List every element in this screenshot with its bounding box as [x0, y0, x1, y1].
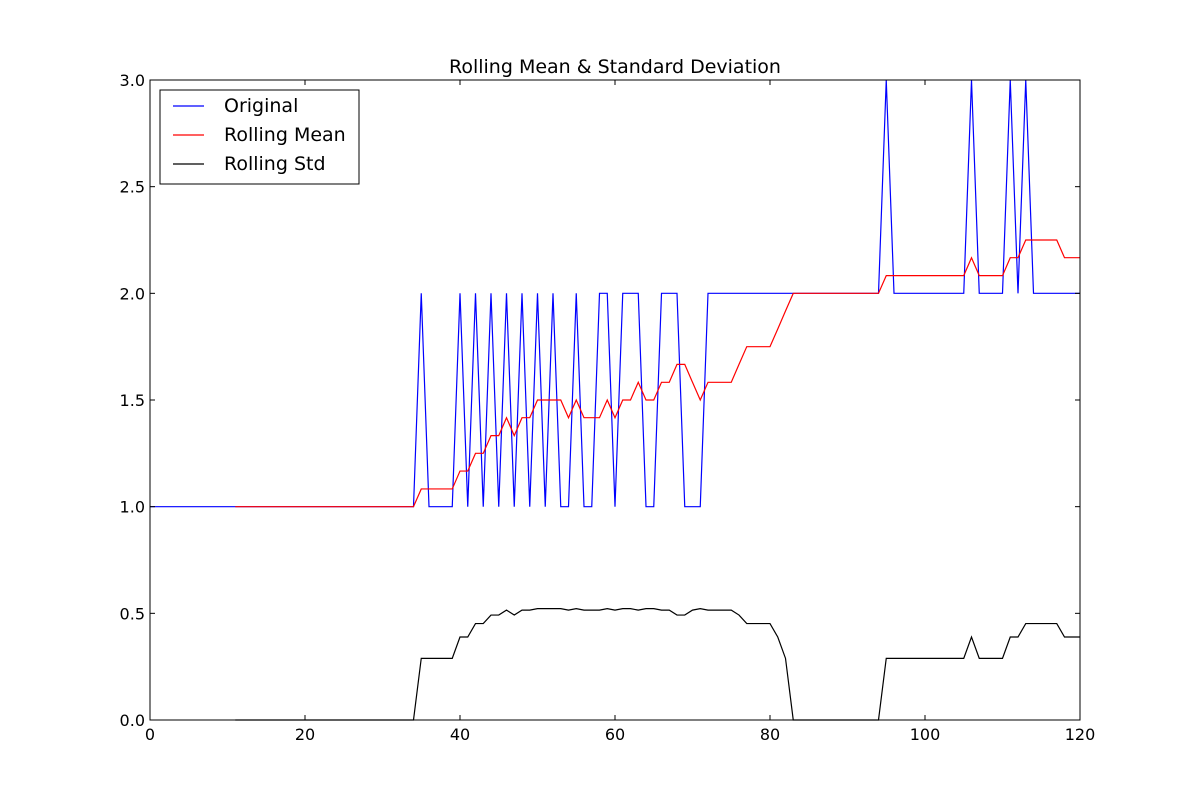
- legend-label-rolling-mean: Rolling Mean: [224, 124, 346, 146]
- legend-label-original: Original: [224, 95, 298, 117]
- y-tick-label: 1.5: [120, 391, 145, 410]
- x-tick-label: 20: [295, 725, 315, 744]
- y-tick-label: 3.0: [120, 71, 145, 90]
- y-tick-label: 0.5: [120, 604, 145, 623]
- series-line-rolling-mean: [235, 239, 1080, 508]
- x-tick-label: 40: [450, 725, 470, 744]
- x-tick-label: 120: [1065, 725, 1096, 744]
- x-tick-label: 100: [910, 725, 941, 744]
- series-line-rolling-std: [235, 608, 1080, 721]
- axis-ticks: 0 20 40 60 80 100 120 0.0 0.5 1.0 1.5 2.0 2.5 3.0: [120, 71, 1096, 744]
- y-tick-label: 2.0: [120, 284, 145, 303]
- y-tick-label: 2.5: [120, 178, 145, 197]
- legend: Original Rolling Mean Rolling Std: [159, 89, 360, 185]
- chart-title: Rolling Mean & Standard Deviation: [449, 56, 781, 78]
- y-tick-label: 1.0: [120, 498, 145, 517]
- y-tick-label: 0.0: [120, 711, 145, 730]
- legend-label-rolling-std: Rolling Std: [224, 153, 326, 175]
- x-tick-label: 80: [760, 725, 780, 744]
- x-tick-label: 0: [145, 725, 155, 744]
- x-tick-label: 60: [605, 725, 625, 744]
